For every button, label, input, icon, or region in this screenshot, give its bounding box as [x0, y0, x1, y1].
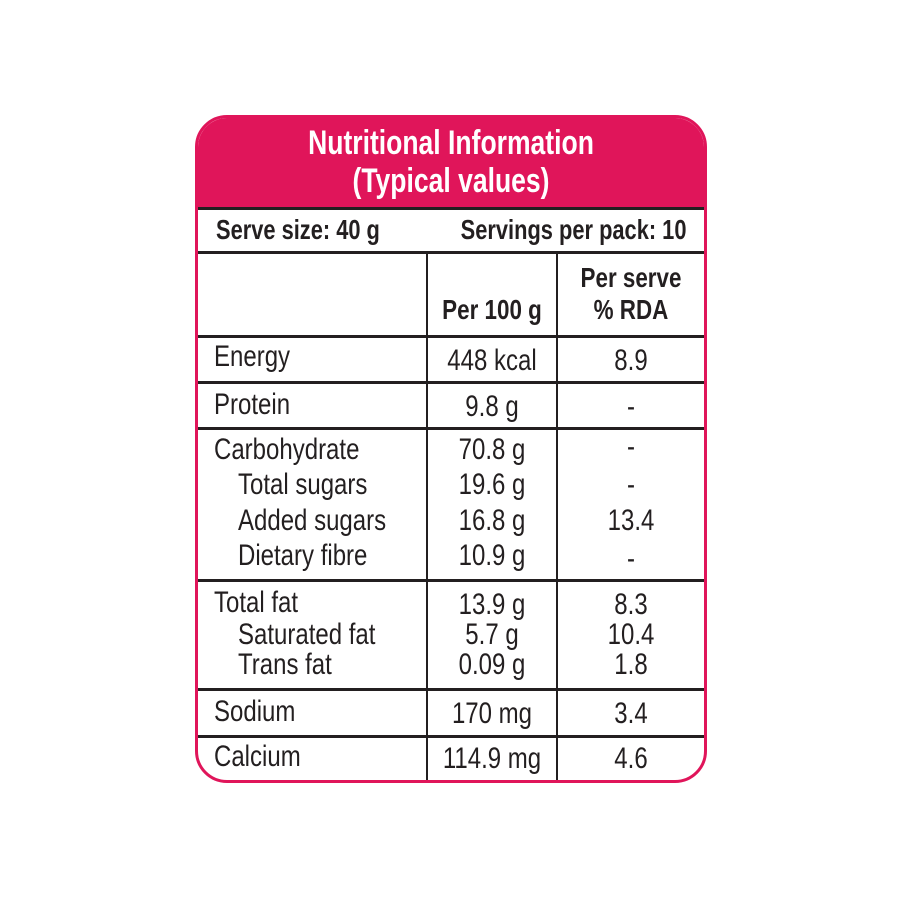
per100-value: 16.8 g	[458, 504, 526, 537]
nutrient-name: Carbohydrate	[214, 433, 360, 466]
rda-value: 8.3	[614, 588, 648, 621]
serving-info-row: Serve size: 40 g Servings per pack: 10	[198, 210, 704, 254]
per100-value: 0.09 g	[458, 648, 526, 681]
nutrient-name: Trans fat	[238, 648, 332, 681]
nutrient-name: Sodium	[214, 695, 296, 728]
rda-value: 13.4	[607, 504, 655, 537]
column-divider	[556, 254, 558, 780]
rda-value: 3.4	[614, 697, 648, 730]
row-divider	[198, 335, 704, 338]
nutrient-name: Protein	[214, 388, 291, 421]
column-divider	[426, 254, 428, 780]
row-divider	[198, 381, 704, 384]
nutrient-name: Dietary fibre	[238, 539, 368, 572]
nutrient-name: Saturated fat	[238, 618, 376, 651]
per100-value: 13.9 g	[458, 588, 526, 621]
rda-value: 10.4	[607, 618, 655, 651]
rda-value: 1.8	[614, 648, 648, 681]
per100-value: 448 kcal	[447, 344, 537, 377]
row-divider	[198, 427, 704, 430]
row-divider	[198, 735, 704, 738]
servings-per-pack: Servings per pack: 10	[460, 214, 686, 245]
nutrient-name: Energy	[214, 340, 291, 373]
per100-value: 70.8 g	[458, 433, 526, 466]
serve-size: Serve size: 40 g	[216, 214, 380, 245]
column-header-per-serve: Per serve	[580, 262, 682, 293]
per100-value: 170 mg	[451, 697, 533, 730]
nutrient-name: Added sugars	[238, 504, 387, 537]
nutrition-panel: Nutritional Information (Typical values)…	[195, 115, 707, 783]
column-header-per100: Per 100 g	[442, 294, 542, 325]
panel-subtitle: (Typical values)	[352, 162, 550, 200]
rda-value: -	[627, 542, 635, 575]
per100-value: 114.9 mg	[442, 742, 542, 775]
panel-title: Nutritional Information	[308, 124, 594, 162]
rda-value: -	[627, 390, 635, 423]
rda-value: -	[627, 468, 635, 501]
per100-value: 10.9 g	[458, 539, 526, 572]
nutrient-name: Calcium	[214, 740, 301, 773]
nutrient-name: Total fat	[214, 586, 299, 619]
rda-value: 4.6	[614, 742, 648, 775]
per100-value: 19.6 g	[458, 468, 526, 501]
row-divider	[198, 688, 704, 691]
column-header-rda: % RDA	[593, 294, 669, 325]
panel-header: Nutritional Information (Typical values)	[198, 118, 704, 210]
per100-value: 9.8 g	[465, 390, 519, 423]
nutrient-name: Total sugars	[238, 468, 368, 501]
per100-value: 5.7 g	[465, 618, 519, 651]
rda-value: 8.9	[614, 344, 648, 377]
rda-value: -	[627, 430, 635, 463]
row-divider	[198, 579, 704, 582]
